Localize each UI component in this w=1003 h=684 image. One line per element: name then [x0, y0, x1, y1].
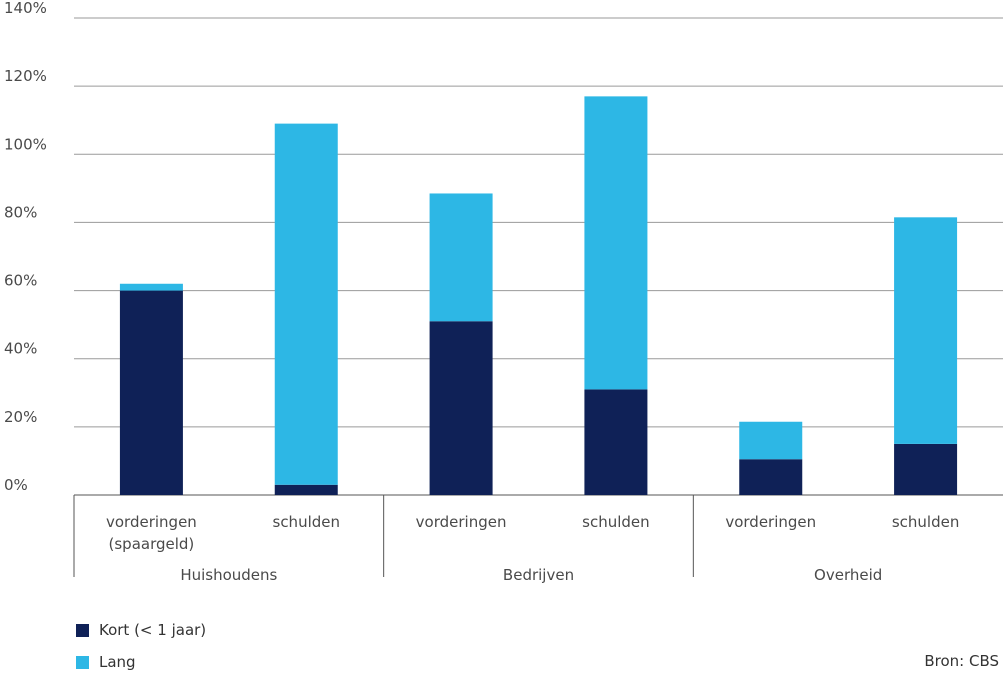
y-tick-label: 100% [4, 135, 47, 153]
bar-kort [274, 484, 338, 495]
bar-lang [739, 421, 803, 460]
category-label: schulden [582, 513, 650, 531]
bar-kort [894, 443, 958, 495]
category-label: schulden [892, 513, 960, 531]
legend-label-lang: Lang [99, 653, 136, 671]
y-tick-label: 140% [4, 0, 47, 17]
bar-lang [429, 193, 493, 322]
legend-item-lang: Lang [76, 652, 206, 672]
chart: 0% 20% 40% 60% 80% 100% 120% 140% vorderingen (sp… [4, 0, 1003, 584]
category-label: (spaargeld) [109, 535, 195, 553]
category-label: schulden [273, 513, 341, 531]
y-tick-label: 80% [4, 203, 37, 221]
group-label: Huishoudens [180, 566, 277, 584]
chart-svg: 0% 20% 40% 60% 80% 100% 120% 140% vorderingen (sp… [4, 0, 1003, 584]
y-tick-label: 40% [4, 340, 37, 358]
bar-kort [584, 389, 648, 495]
bar-kort [429, 321, 493, 495]
bar-kort [739, 459, 803, 495]
source-note: Bron: CBS [924, 652, 999, 670]
bar-lang [274, 123, 338, 485]
bar-kort [119, 290, 183, 495]
legend-swatch-lang [76, 655, 89, 669]
category-label: vorderingen [725, 513, 816, 531]
y-tick-label: 60% [4, 272, 37, 290]
bar-lang [584, 96, 648, 390]
group-label: Bedrijven [503, 566, 574, 584]
group-label: Overheid [814, 566, 882, 584]
category-label: vorderingen [106, 513, 197, 531]
legend-label-kort: Kort (< 1 jaar) [99, 621, 207, 639]
y-tick-label: 20% [4, 408, 37, 426]
legend: Kort (< 1 jaar) Lang [76, 620, 206, 684]
bar-lang [119, 283, 183, 291]
legend-item-kort: Kort (< 1 jaar) [76, 620, 206, 640]
y-tick-label: 0% [4, 476, 28, 494]
legend-swatch-kort [76, 623, 89, 637]
y-tick-label: 120% [4, 67, 47, 85]
bar-lang [894, 217, 958, 444]
category-label: vorderingen [416, 513, 507, 531]
